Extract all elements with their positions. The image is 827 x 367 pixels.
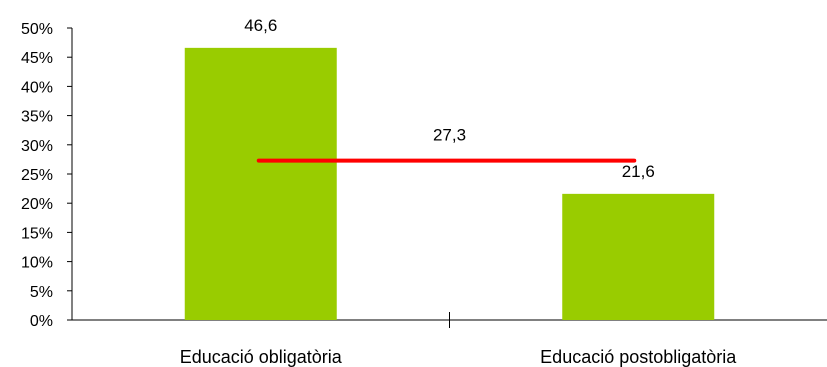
bar-1 bbox=[562, 193, 715, 320]
data-labels: 46,6 21,6 27,3 bbox=[244, 16, 655, 181]
reference-line-label: 27,3 bbox=[433, 126, 466, 145]
x-category-label: Educació obligatòria bbox=[180, 347, 343, 367]
y-tick-label: 5% bbox=[30, 284, 53, 301]
x-axis: Educació obligatòria Educació postobligat… bbox=[72, 312, 827, 367]
y-tick-label: 35% bbox=[21, 109, 53, 126]
bar-0 bbox=[184, 47, 337, 321]
y-tick-label: 20% bbox=[21, 196, 53, 213]
y-tick-label: 45% bbox=[21, 50, 53, 67]
y-tick-label: 10% bbox=[21, 255, 53, 272]
y-tick-label: 25% bbox=[21, 167, 53, 184]
y-tick-label: 30% bbox=[21, 138, 53, 155]
y-tick-label: 40% bbox=[21, 79, 53, 96]
y-tick-label: 50% bbox=[21, 21, 53, 38]
bar-value-label: 21,6 bbox=[622, 162, 655, 181]
y-tick-label: 0% bbox=[30, 313, 53, 330]
y-axis: 0% 5% 10% 15% 20% 25% 30% 35% 40% 45% 50% bbox=[21, 21, 73, 330]
bar-value-label: 46,6 bbox=[244, 16, 277, 35]
x-category-label: Educació postobligatòria bbox=[540, 347, 737, 367]
y-tick-label: 15% bbox=[21, 225, 53, 242]
bars bbox=[184, 47, 715, 321]
